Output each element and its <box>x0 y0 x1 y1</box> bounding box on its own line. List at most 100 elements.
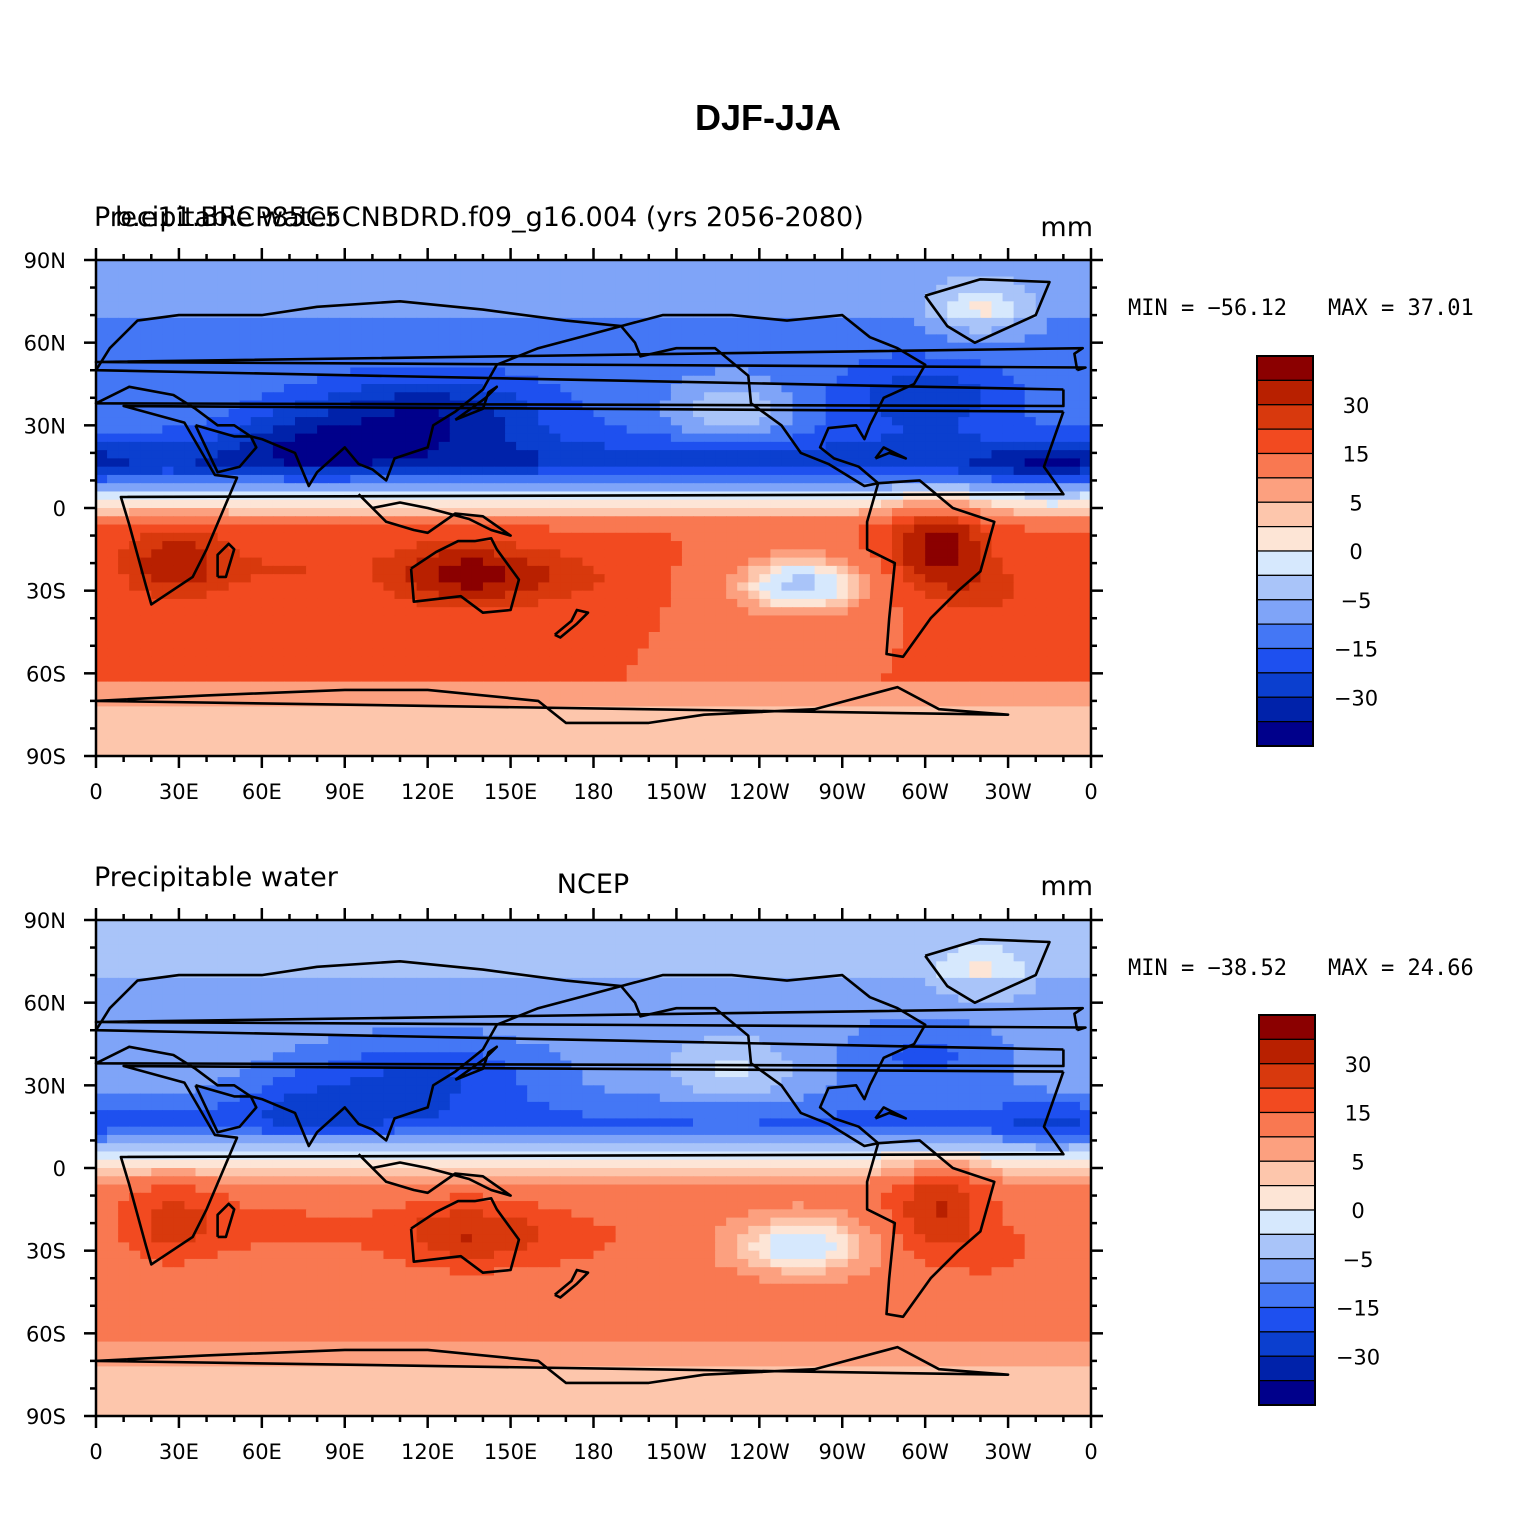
field-cell <box>317 483 329 493</box>
field-cell <box>670 541 683 550</box>
field-cell <box>295 607 307 617</box>
field-cell <box>184 408 197 418</box>
field-cell <box>892 549 904 559</box>
field-cell <box>527 301 539 311</box>
field-cell <box>825 392 838 402</box>
field-cell <box>328 590 340 600</box>
field-cell <box>460 268 473 278</box>
field-cell <box>571 698 584 707</box>
field-cell <box>505 499 517 509</box>
field-cell <box>438 532 451 542</box>
field-cell <box>306 640 318 650</box>
field-cell <box>969 590 982 600</box>
field-cell <box>836 260 849 269</box>
field-cell <box>151 656 163 666</box>
field-cell <box>659 557 672 567</box>
field-cell <box>925 425 937 435</box>
field-cell <box>814 375 827 385</box>
field-cell <box>836 483 849 493</box>
field-cell <box>184 689 197 699</box>
field-cell <box>615 656 628 666</box>
field-cell <box>272 640 285 650</box>
field-cell <box>571 284 584 294</box>
field-cell <box>372 673 385 683</box>
field-cell <box>969 317 982 327</box>
field-cell <box>626 582 639 592</box>
field-cell <box>283 574 296 583</box>
field-cell <box>96 698 108 707</box>
field-cell <box>737 698 749 707</box>
field-cell <box>1013 491 1026 501</box>
field-cell <box>637 598 650 608</box>
field-cell <box>416 698 429 707</box>
field-cell <box>295 632 307 641</box>
field-cell <box>693 384 705 393</box>
field-cell <box>1046 524 1059 534</box>
field-cell <box>969 293 982 302</box>
field-cell <box>704 433 716 443</box>
field-cell <box>328 607 340 617</box>
field-cell <box>427 474 440 484</box>
field-cell <box>704 640 716 650</box>
field-cell <box>847 458 860 468</box>
field-cell <box>372 665 385 674</box>
field-cell <box>792 656 805 666</box>
field-cell <box>118 268 130 278</box>
field-cell <box>272 466 285 476</box>
field-cell <box>272 334 285 344</box>
field-cell <box>272 384 285 393</box>
field-cell <box>416 607 429 617</box>
field-cell <box>372 648 385 658</box>
field-cell <box>803 276 816 286</box>
field-cell <box>538 384 550 393</box>
field-cell <box>637 276 650 286</box>
field-cell <box>1068 549 1081 559</box>
field-cell <box>737 623 749 633</box>
field-cell <box>693 392 705 402</box>
field-cell <box>1079 549 1092 559</box>
field-cell <box>449 532 462 542</box>
field-cell <box>317 656 329 666</box>
field-cell <box>1068 425 1081 435</box>
field-cell <box>693 632 705 641</box>
field-cell <box>217 408 230 418</box>
field-cell <box>505 260 517 269</box>
field-cell <box>1068 706 1081 716</box>
field-cell <box>715 334 727 344</box>
field-cell <box>748 524 760 534</box>
field-cell <box>615 648 628 658</box>
field-cell <box>538 334 550 344</box>
field-cell <box>228 549 241 559</box>
field-cell <box>648 499 661 509</box>
field-cell <box>726 516 738 526</box>
field-cell <box>693 350 705 360</box>
field-cell <box>195 623 208 633</box>
field-cell <box>96 326 108 335</box>
field-cell <box>1013 582 1026 592</box>
field-cell <box>847 441 860 451</box>
field-cell <box>107 408 119 418</box>
field-cell <box>306 574 318 583</box>
field-cell <box>206 350 219 360</box>
field-cell <box>770 276 783 286</box>
field-cell <box>527 623 539 633</box>
field-cell <box>980 359 993 369</box>
field-cell <box>394 689 407 699</box>
field-cell <box>217 293 230 302</box>
field-cell <box>759 334 771 344</box>
field-cell <box>914 417 926 426</box>
field-cell <box>903 367 915 377</box>
field-cell <box>239 656 252 666</box>
field-cell <box>726 334 738 344</box>
field-cell <box>438 417 451 426</box>
field-cell <box>549 706 561 716</box>
field-cell <box>107 276 119 286</box>
field-cell <box>925 532 937 542</box>
field-cell <box>272 565 285 575</box>
field-cell <box>217 483 230 493</box>
field-cell <box>892 317 904 327</box>
field-cell <box>626 342 639 352</box>
field-cell <box>991 441 1004 451</box>
field-cell <box>759 698 771 707</box>
field-cell <box>560 450 572 459</box>
